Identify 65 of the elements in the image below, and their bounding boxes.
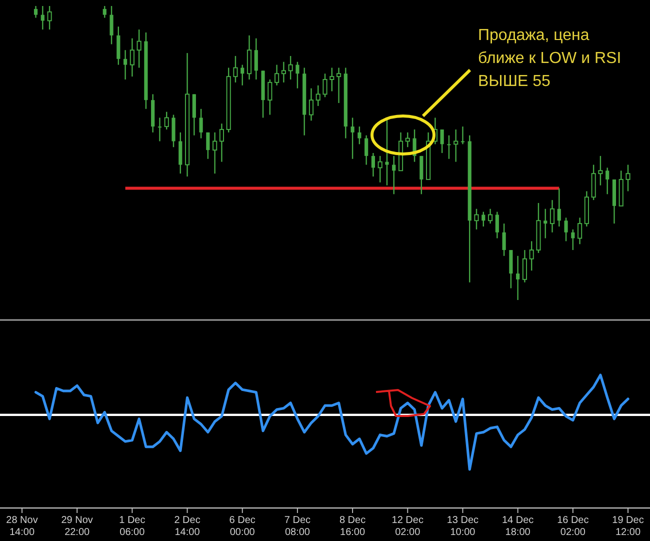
candlestick — [495, 211, 499, 239]
candlestick — [358, 126, 362, 145]
candlestick — [557, 188, 561, 228]
candlestick — [502, 222, 506, 256]
candlestick — [460, 126, 465, 145]
candlestick — [364, 134, 368, 166]
x-tick-label: 1 Dec 06:00 — [119, 515, 146, 538]
candlestick — [158, 117, 162, 142]
candlestick — [544, 208, 548, 239]
candlestick — [350, 117, 354, 160]
candlestick — [571, 228, 575, 251]
x-tick-label: 19 Dec 12:00 — [612, 515, 644, 538]
candlestick — [212, 132, 218, 174]
candlestick — [130, 38, 134, 78]
annotation: Продажа, цена ближе к LOW и RSI ВЫШЕ 55 — [478, 27, 622, 90]
candlestick — [184, 52, 190, 178]
candlestick — [550, 199, 555, 233]
candlestick — [116, 26, 120, 66]
candlestick — [40, 5, 44, 30]
candlestick — [308, 88, 314, 122]
x-tick-label: 7 Dec 08:00 — [284, 515, 311, 538]
x-tick-label: 6 Dec 00:00 — [229, 515, 256, 538]
candlestick — [606, 167, 610, 195]
candlestick — [34, 5, 38, 18]
candlestick — [136, 28, 142, 68]
candlestick — [371, 152, 376, 178]
candlestick — [281, 61, 286, 84]
x-tick-label: 29 Nov 22:00 — [61, 515, 93, 538]
x-tick-label: 2 Dec 14:00 — [174, 515, 200, 538]
candlestick — [584, 190, 589, 228]
candlestick — [254, 38, 258, 80]
candlestick — [392, 155, 396, 195]
candlestick — [246, 34, 252, 80]
candlestick — [296, 61, 300, 89]
candlestick — [192, 94, 196, 136]
candlestick — [172, 114, 176, 148]
candlestick — [420, 155, 424, 195]
candlestick — [385, 117, 389, 186]
x-tick-label: 28 Nov 14:00 — [6, 515, 38, 538]
candlestick — [454, 128, 458, 162]
candlestick — [199, 108, 203, 139]
candlestick — [110, 5, 114, 45]
candlestick — [336, 67, 342, 104]
candlestick — [577, 217, 582, 245]
candlestick — [123, 50, 128, 80]
candlestick — [219, 123, 224, 162]
candlestick — [240, 64, 244, 86]
candlestick — [488, 208, 493, 224]
candlestick — [564, 217, 568, 242]
candlestick — [447, 134, 451, 160]
candlestick — [509, 249, 513, 289]
candlestick — [440, 128, 444, 154]
candlestick — [206, 132, 210, 160]
candlestick — [178, 132, 182, 174]
candlestick — [522, 249, 528, 283]
x-tick-label: 16 Dec 02:00 — [557, 515, 589, 538]
candlestick — [274, 64, 280, 86]
candlestick — [598, 155, 603, 186]
x-tick-label: 12 Dec 02:00 — [392, 515, 424, 538]
candlestick — [482, 211, 486, 228]
x-tick-label: 13 Dec 10:00 — [446, 515, 479, 538]
x-tick-label: 8 Dec 16:00 — [339, 515, 366, 538]
candlestick — [102, 5, 106, 18]
x-tick-label: 14 Dec 18:00 — [502, 515, 534, 538]
candlestick — [516, 255, 520, 301]
